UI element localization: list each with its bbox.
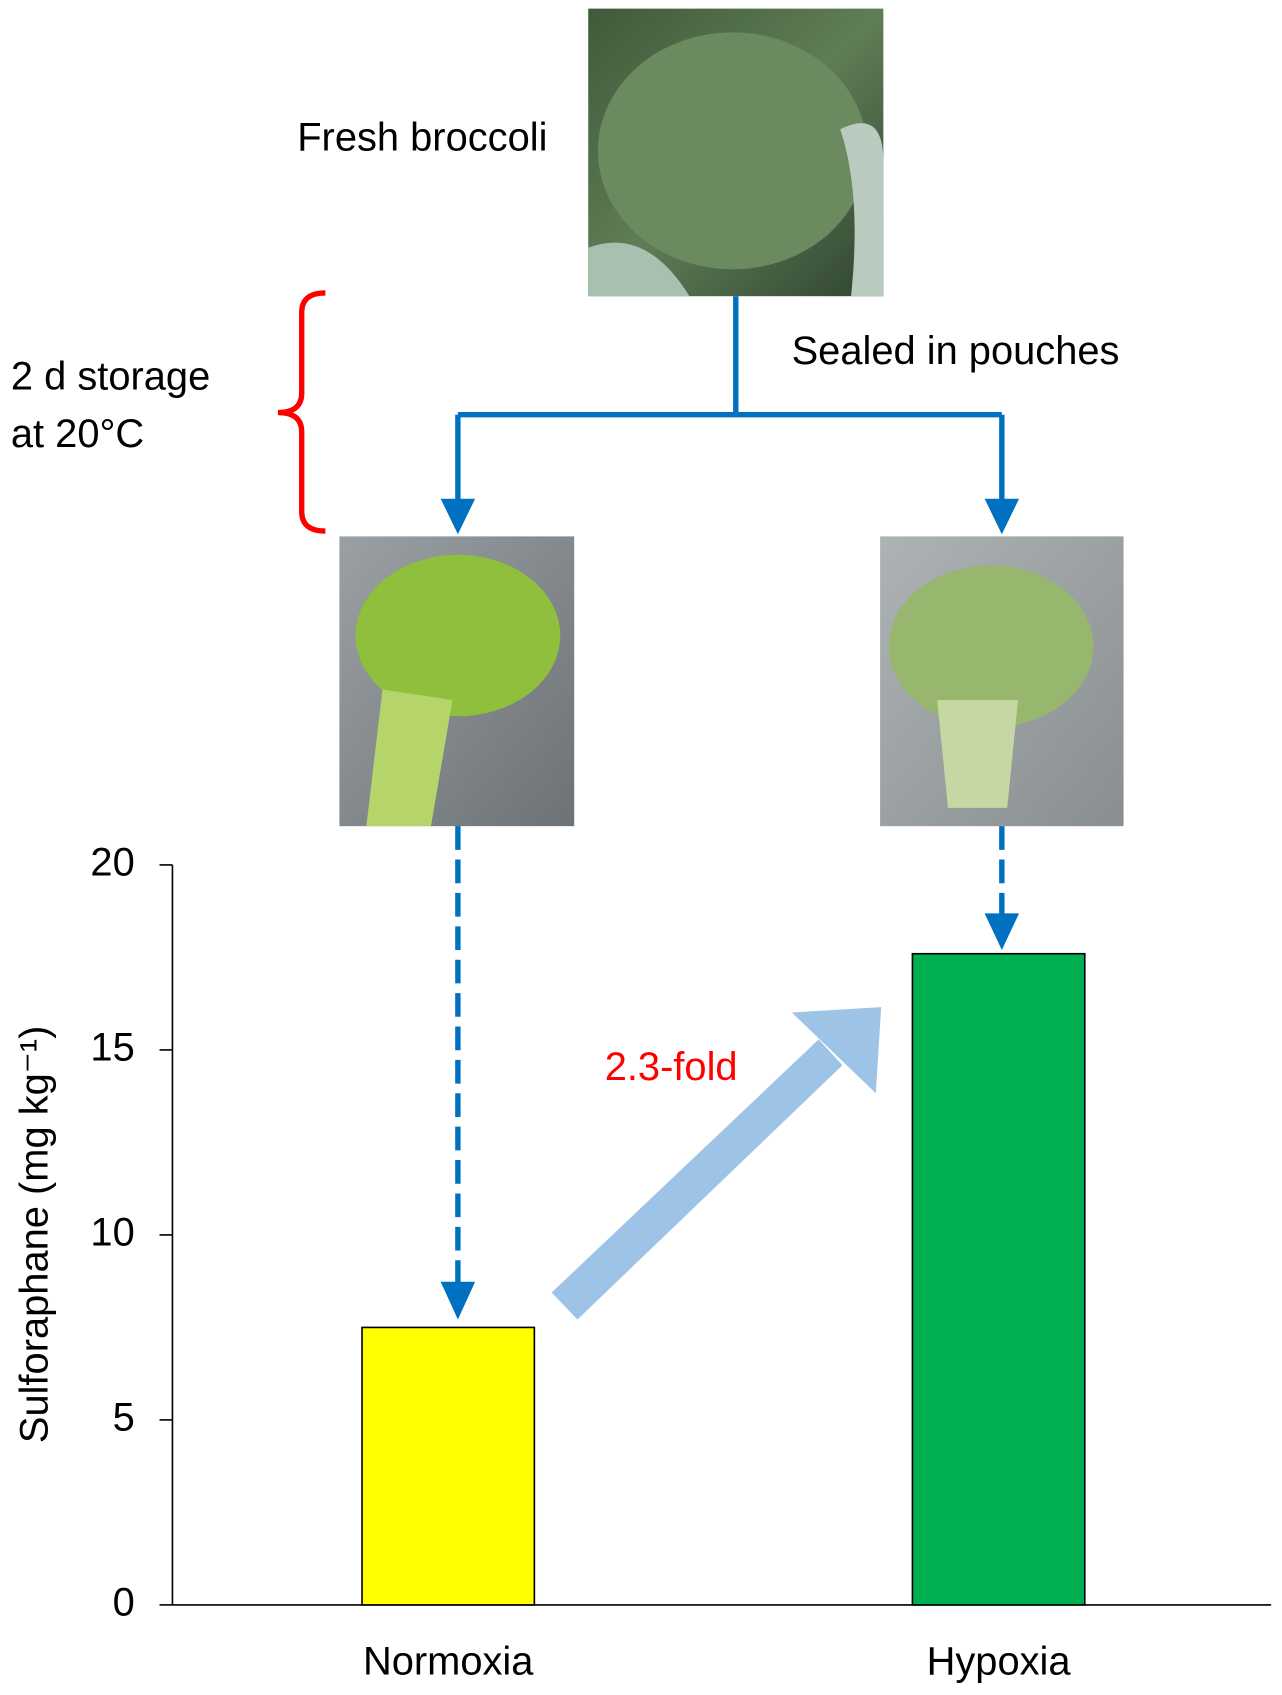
annotation: Fresh broccoli <box>297 116 547 160</box>
y-tick-label: 0 <box>113 1580 135 1624</box>
photo-normoxia <box>339 536 574 826</box>
bracket <box>278 293 325 531</box>
y-tick-label: 20 <box>90 840 134 884</box>
y-axis-label: Sulforaphane (mg kg⁻¹) <box>12 1026 56 1443</box>
plot: 0 5 10 15 20 Normoxia Hypoxia <box>90 840 1271 1683</box>
annotation: 2.3-fold <box>605 1045 738 1089</box>
y-tick-label: 15 <box>90 1025 134 1069</box>
annotation: 2 d storage <box>11 355 210 399</box>
annotation: Sealed in pouches <box>792 329 1120 373</box>
annotation: at 20°C <box>11 412 144 456</box>
x-tick-label: Hypoxia <box>927 1640 1072 1684</box>
page: {"chart_data": { "type": "bar", "categor… <box>0 0 1282 1690</box>
x-tick-label: Normoxia <box>363 1640 534 1684</box>
figure: Fresh broccoli Sealed in pouches 2 d sto… <box>0 0 1282 1690</box>
y-tick-label: 10 <box>90 1210 134 1254</box>
bar <box>362 1327 534 1604</box>
bar <box>912 954 1084 1605</box>
photo-fresh <box>588 9 883 297</box>
photo-hypoxia <box>880 536 1123 826</box>
y-tick-label: 5 <box>113 1395 135 1439</box>
